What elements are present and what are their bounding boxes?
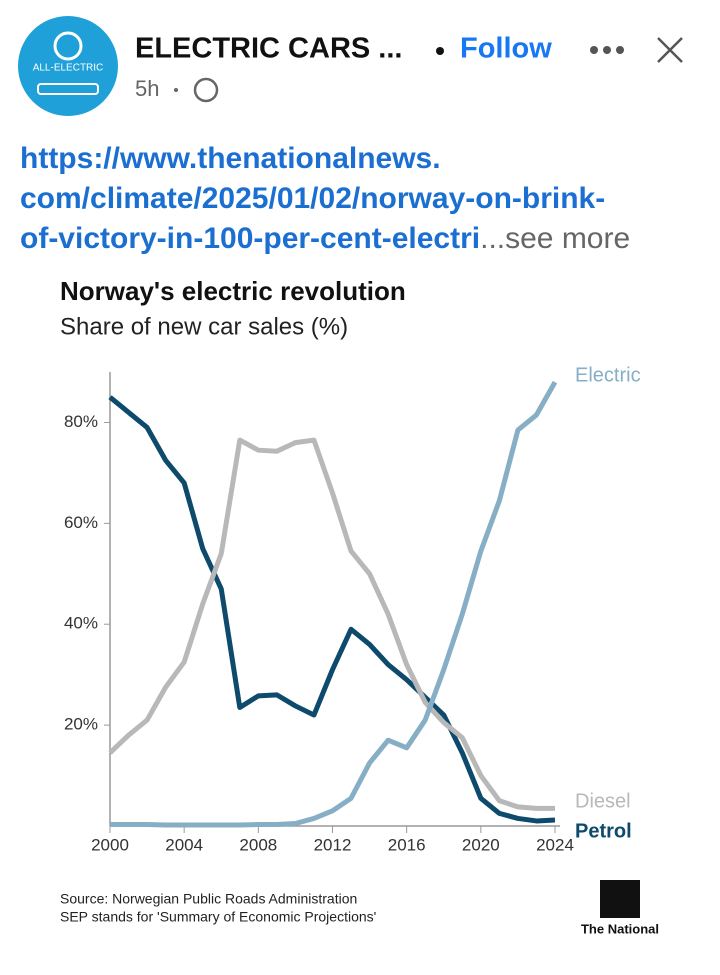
series-line — [108, 437, 555, 811]
link-line[interactable]: https://www.thenationalnews. — [20, 142, 441, 175]
x-tick-label: 2020 — [462, 835, 500, 854]
x-tick-label: 2012 — [314, 835, 352, 854]
link-line[interactable]: of-victory-in-100-per-cent-electri — [20, 222, 480, 255]
source-note: Source: Norwegian Public Roads Administr… — [60, 891, 357, 907]
avatar-icon — [37, 83, 99, 95]
privacy-icon — [193, 77, 219, 103]
close-button[interactable] — [657, 37, 683, 63]
x-tick-label: 2024 — [536, 835, 574, 854]
x-tick-label: 2016 — [388, 835, 426, 854]
chart-title: Norway's electric revolution — [60, 276, 406, 306]
series-label: Diesel — [575, 791, 631, 813]
y-tick-label: 40% — [64, 614, 98, 633]
logo-mark — [600, 880, 640, 918]
post-time: 5h — [135, 76, 159, 101]
see-more[interactable]: ...see more — [480, 222, 630, 255]
x-tick-label: 2008 — [239, 835, 277, 854]
y-tick-label: 60% — [64, 513, 98, 532]
separator — [174, 88, 178, 92]
chart-subtitle: Share of new car sales (%) — [60, 313, 348, 340]
separator — [436, 47, 444, 55]
follow-button[interactable]: Follow — [460, 33, 552, 65]
avatar[interactable] — [18, 16, 118, 116]
x-tick-label: 2004 — [165, 835, 203, 854]
series-line — [110, 380, 558, 828]
y-tick-label: 20% — [64, 715, 98, 734]
source-note: SEP stands for 'Summary of Economic Proj… — [60, 909, 376, 925]
link-line[interactable]: com/climate/2025/01/02/norway-on-brink- — [20, 182, 605, 215]
series-line — [108, 395, 556, 824]
avatar-text: ALL-ELECTRIC — [33, 63, 104, 74]
author[interactable]: ELECTRIC CARS ... — [135, 33, 402, 65]
logo-text: The National — [581, 921, 659, 936]
series-label: Petrol — [575, 821, 632, 843]
more-button[interactable] — [590, 46, 624, 54]
avatar-icon — [53, 31, 83, 61]
series-label: Electric — [575, 364, 641, 386]
x-tick-label: 2000 — [91, 835, 129, 854]
y-tick-label: 80% — [64, 412, 98, 431]
